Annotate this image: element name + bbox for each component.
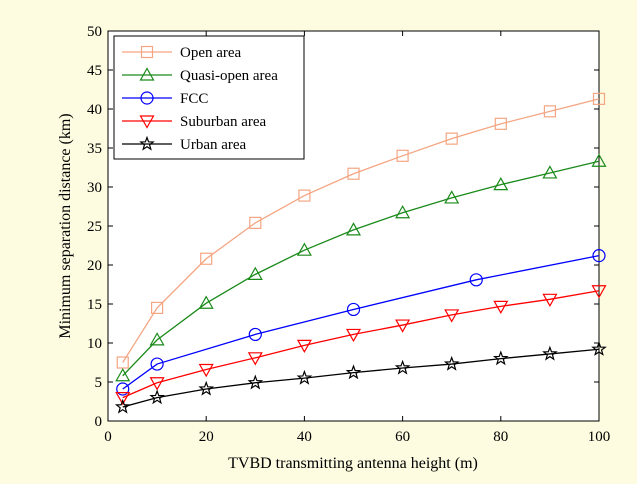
data-point bbox=[116, 382, 130, 396]
data-point bbox=[298, 189, 311, 202]
data-point bbox=[395, 205, 411, 219]
legend-label: Open area bbox=[180, 45, 242, 61]
legend-marker bbox=[139, 67, 155, 81]
x-tick-label: 40 bbox=[297, 429, 312, 445]
data-point bbox=[396, 149, 409, 162]
y-tick-label: 25 bbox=[87, 219, 102, 235]
data-point bbox=[149, 377, 165, 391]
data-point bbox=[296, 242, 312, 256]
legend-marker bbox=[140, 45, 154, 59]
data-point bbox=[542, 165, 558, 179]
series-line bbox=[122, 160, 600, 377]
legend-label: Quasi-open area bbox=[180, 68, 278, 84]
series-open-area bbox=[116, 92, 606, 369]
data-point bbox=[469, 273, 483, 287]
data-point bbox=[445, 132, 458, 145]
data-point bbox=[592, 92, 606, 105]
data-point bbox=[494, 117, 507, 130]
series-fcc bbox=[116, 249, 606, 396]
data-point bbox=[345, 364, 362, 380]
data-point bbox=[346, 302, 361, 317]
x-tick-label: 80 bbox=[493, 429, 508, 445]
data-point bbox=[200, 252, 213, 265]
legend-marker bbox=[140, 91, 154, 105]
series-line bbox=[122, 255, 600, 390]
y-tick-label: 15 bbox=[87, 297, 102, 313]
legend: Open area Quasi-open area FCC Suburban area… bbox=[113, 35, 305, 160]
data-point bbox=[114, 398, 131, 414]
data-point bbox=[198, 380, 215, 396]
data-point bbox=[493, 176, 509, 191]
series-line bbox=[122, 348, 600, 408]
data-point bbox=[296, 369, 313, 385]
data-point bbox=[591, 341, 607, 356]
legend-label: Urban area bbox=[180, 137, 247, 153]
data-point bbox=[591, 153, 607, 167]
series-quasi-open-area bbox=[115, 153, 607, 382]
data-point bbox=[198, 295, 214, 309]
data-point bbox=[249, 216, 262, 229]
data-point bbox=[149, 389, 165, 405]
data-point bbox=[149, 332, 165, 346]
data-point bbox=[345, 222, 362, 236]
y-tick-label: 0 bbox=[95, 414, 103, 430]
data-point bbox=[591, 285, 607, 299]
series-line bbox=[122, 290, 600, 399]
data-point bbox=[542, 345, 558, 361]
y-axis-title: Minimum separation distance (km) bbox=[57, 113, 74, 338]
data-point bbox=[116, 356, 129, 369]
legend-label: FCC bbox=[180, 91, 208, 107]
data-point bbox=[444, 190, 460, 204]
data-point bbox=[543, 105, 557, 118]
y-tick-label: 50 bbox=[87, 24, 102, 40]
data-point bbox=[247, 266, 263, 280]
data-point bbox=[247, 374, 264, 390]
data-point bbox=[247, 352, 263, 366]
y-tick-label: 5 bbox=[95, 375, 103, 391]
data-point bbox=[492, 350, 509, 366]
data-point bbox=[542, 293, 558, 308]
x-tick-label: 60 bbox=[395, 429, 410, 445]
data-point bbox=[345, 328, 362, 343]
series-suburban-area bbox=[115, 285, 607, 406]
data-point bbox=[115, 392, 131, 406]
data-point bbox=[347, 167, 360, 180]
series-line bbox=[122, 98, 600, 363]
data-point bbox=[296, 339, 312, 354]
x-tick-label: 0 bbox=[104, 429, 112, 445]
data-point bbox=[248, 327, 262, 342]
x-axis-title: TVBD transmitting antenna height (m) bbox=[228, 455, 478, 472]
legend-marker bbox=[139, 135, 155, 151]
data-point bbox=[493, 300, 509, 315]
y-tick-label: 45 bbox=[87, 63, 102, 79]
legend-label: Suburban area bbox=[180, 114, 267, 130]
data-point bbox=[395, 319, 411, 333]
y-tick-label: 10 bbox=[87, 336, 102, 352]
data-point bbox=[592, 249, 606, 263]
data-point bbox=[198, 363, 214, 378]
y-tick-label: 40 bbox=[87, 102, 102, 118]
data-point bbox=[443, 355, 460, 371]
legend-marker bbox=[139, 115, 155, 129]
series-urban-area bbox=[114, 341, 607, 414]
data-point bbox=[151, 301, 164, 314]
x-tick-label: 100 bbox=[588, 429, 611, 445]
data-point bbox=[150, 357, 164, 371]
data-point bbox=[394, 359, 411, 375]
data-point bbox=[115, 368, 131, 382]
y-tick-label: 30 bbox=[87, 180, 102, 196]
y-tick-label: 35 bbox=[87, 141, 102, 157]
x-tick-label: 20 bbox=[199, 429, 214, 445]
data-point bbox=[444, 309, 460, 323]
y-tick-label: 20 bbox=[87, 258, 102, 274]
